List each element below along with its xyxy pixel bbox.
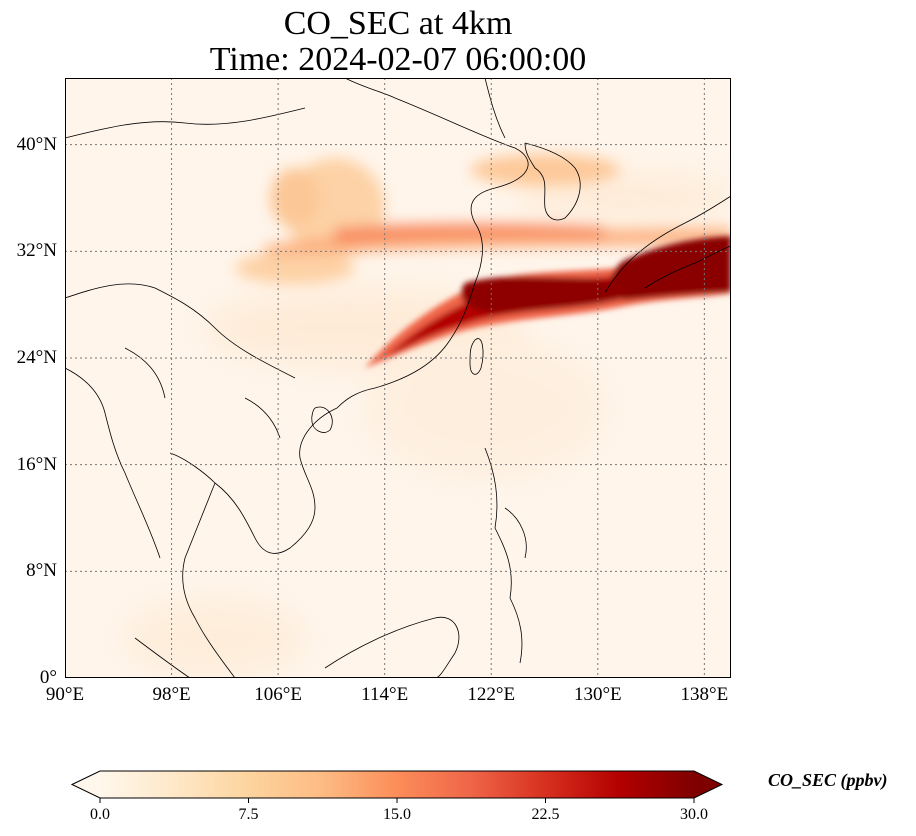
lon-tick-label: 130°E (573, 684, 622, 705)
map-title: CO_SEC at 4km (283, 5, 513, 42)
colorbar-label: CO_SEC (ppbv) (768, 770, 888, 790)
lat-tick-label: 8°N (26, 560, 57, 582)
colorbar-tick-label: 7.5 (238, 806, 259, 823)
lat-tick-label: 24°N (16, 347, 57, 368)
colorbar-outline (70, 770, 724, 799)
map-canvas (65, 78, 731, 678)
colorbar-tick-label: 30.0 (680, 806, 708, 823)
colorbar-tick-label: 15.0 (383, 806, 411, 823)
colorbar-ticks (99, 798, 695, 803)
lat-tick-label: 32°N (16, 240, 57, 262)
colorbar-under-arrow (72, 771, 100, 798)
lon-tick-label: 90°E (45, 684, 85, 705)
colorbar-tick-label: 0.0 (90, 806, 110, 823)
map-frame (65, 78, 731, 678)
lon-tick-label: 98°E (152, 684, 191, 705)
lat-tick-label: 40°N (16, 133, 57, 155)
colorbar-tick-label: 22.5 (531, 806, 560, 823)
colorbar-gradient (100, 771, 694, 798)
map-subtitle: Time: 2024-02-07 06:00:00 (209, 41, 587, 78)
lat-tick-label: 0° (39, 667, 57, 688)
map-panel (65, 78, 731, 678)
colorbar-over-arrow (694, 771, 722, 798)
lon-tick-label: 122°E (467, 684, 516, 705)
lon-tick-label: 138°E (680, 684, 729, 705)
graticule (65, 78, 731, 678)
lon-tick-label: 114°E (361, 684, 409, 705)
co-concentration-field (125, 154, 731, 678)
lon-tick-label: 106°E (254, 684, 302, 705)
lat-tick-label: 16°N (16, 453, 57, 475)
